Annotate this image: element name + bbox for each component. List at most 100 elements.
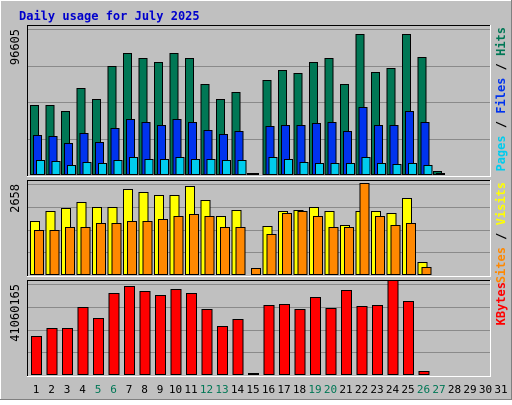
bar-sites-day-8 (142, 221, 153, 275)
day-label: 15 (246, 383, 259, 396)
bar-kbytes-day-25 (403, 301, 414, 375)
day-label: 18 (293, 383, 306, 396)
legend-part: Pages (494, 135, 508, 171)
day-axis-labels: 1 2 3 4 5 6 7 8 9 10 11 12 13 14 15 16 17 18 19 20 21 22 23 24 2… (33, 383, 508, 396)
panel-legend: Pages / Files / Hits (494, 27, 508, 172)
bar-pages-day-2 (51, 161, 61, 175)
day-label: 5 (95, 383, 102, 396)
bar-kbytes-day-4 (77, 307, 89, 375)
day-label: 26 (417, 383, 430, 396)
chart-panels: 96605 Pages / Files / Hits 2658 Sites / Vis… (8, 25, 508, 377)
panel-visits-sites: 2658 Sites / Visits (8, 180, 508, 283)
day-label: 2 (48, 383, 55, 396)
bar-pages-day-14 (237, 160, 247, 175)
bar-sites-day-7 (127, 221, 137, 275)
bar-kbytes-day-18 (294, 309, 306, 375)
bar-files-day-15 (250, 173, 259, 175)
day-label: 27 (432, 383, 445, 396)
bar-sites-day-10 (173, 216, 184, 275)
panel-max-label: 2658 (8, 184, 22, 213)
bar-pages-day-11 (191, 159, 200, 175)
day-label: 12 (200, 383, 213, 396)
chart-title: Daily usage for July 2025 (19, 9, 200, 23)
panel-hits-files-pages: 96605 Pages / Files / Hits (8, 25, 508, 177)
bar-kbytes-day-15 (248, 373, 259, 375)
day-label: 1 (33, 383, 40, 396)
bar-kbytes-day-2 (46, 328, 58, 375)
bar-sites-day-22 (359, 183, 370, 275)
bar-pages-day-20 (330, 163, 340, 175)
bar-kbytes-day-20 (325, 308, 337, 375)
legend-part: Hits (494, 27, 508, 56)
bar-pages-day-25 (408, 163, 417, 175)
day-label: 23 (370, 383, 383, 396)
bar-sites-day-14 (235, 227, 246, 275)
panel-max-label: 41060165 (8, 284, 22, 342)
bar-kbytes-day-19 (310, 297, 321, 375)
bar-sites-day-1 (34, 230, 44, 275)
bar-kbytes-day-8 (139, 291, 151, 375)
bar-sites-day-21 (344, 227, 354, 275)
day-label: 6 (110, 383, 117, 396)
bar-kbytes-day-17 (279, 304, 290, 375)
day-label: 9 (157, 383, 164, 396)
bar-kbytes-day-13 (217, 326, 228, 375)
bar-kbytes-day-1 (31, 336, 42, 375)
day-label: 25 (401, 383, 414, 396)
legend-part: / (494, 56, 508, 78)
day-label: 7 (126, 383, 133, 396)
bar-pages-day-22 (361, 157, 371, 175)
day-label: 31 (494, 383, 507, 396)
day-label: 17 (277, 383, 290, 396)
bar-pages-day-10 (175, 157, 185, 175)
bar-pages-day-3 (67, 165, 76, 175)
bar-sites-day-20 (328, 227, 339, 275)
legend-part: / (494, 114, 508, 136)
bar-sites-day-24 (390, 225, 401, 275)
bar-pages-day-21 (346, 163, 355, 175)
day-label: 20 (324, 383, 337, 396)
bar-pages-day-17 (284, 159, 293, 175)
day-label: 3 (64, 383, 71, 396)
bar-sites-day-26 (421, 267, 432, 275)
day-label: 16 (262, 383, 275, 396)
bar-pages-day-1 (36, 160, 45, 175)
bar-pages-day-4 (82, 162, 92, 175)
bar-kbytes-day-24 (387, 280, 399, 375)
bar-sites-day-11 (189, 214, 199, 275)
bar-pages-day-16 (268, 157, 278, 175)
bar-sites-day-16 (266, 234, 277, 275)
bar-pages-day-7 (129, 157, 138, 175)
bar-pages-day-13 (222, 160, 231, 175)
bar-kbytes-day-16 (263, 305, 275, 375)
bar-kbytes-day-9 (155, 295, 166, 375)
day-label: 13 (215, 383, 228, 396)
bar-sites-day-18 (297, 211, 308, 275)
bar-sites-day-12 (204, 216, 215, 275)
day-label: 8 (141, 383, 148, 396)
bar-pages-day-18 (299, 162, 309, 175)
day-label: 10 (169, 383, 182, 396)
panel-legend: Sites / Visits (494, 182, 508, 283)
panel-kbytes: 41060165 KBytes (8, 280, 508, 377)
bar-kbytes-day-22 (356, 306, 368, 375)
day-label: 21 (339, 383, 352, 396)
bar-sites-day-2 (49, 230, 60, 275)
bar-kbytes-day-3 (62, 328, 73, 375)
bar-sites-day-25 (406, 223, 416, 275)
legend-part: Files (494, 78, 508, 114)
bar-sites-day-15 (251, 268, 261, 275)
bar-pages-day-12 (206, 159, 216, 175)
day-label: 4 (79, 383, 86, 396)
bar-sites-day-9 (158, 219, 168, 275)
day-label: 11 (184, 383, 197, 396)
day-label: 19 (308, 383, 321, 396)
bar-pages-day-23 (377, 163, 386, 175)
day-label: 28 (448, 383, 461, 396)
legend-part: KBytes (494, 282, 508, 325)
bar-files-day-27 (436, 173, 445, 175)
bar-pages-day-8 (144, 159, 154, 175)
bar-kbytes-day-5 (93, 318, 104, 375)
